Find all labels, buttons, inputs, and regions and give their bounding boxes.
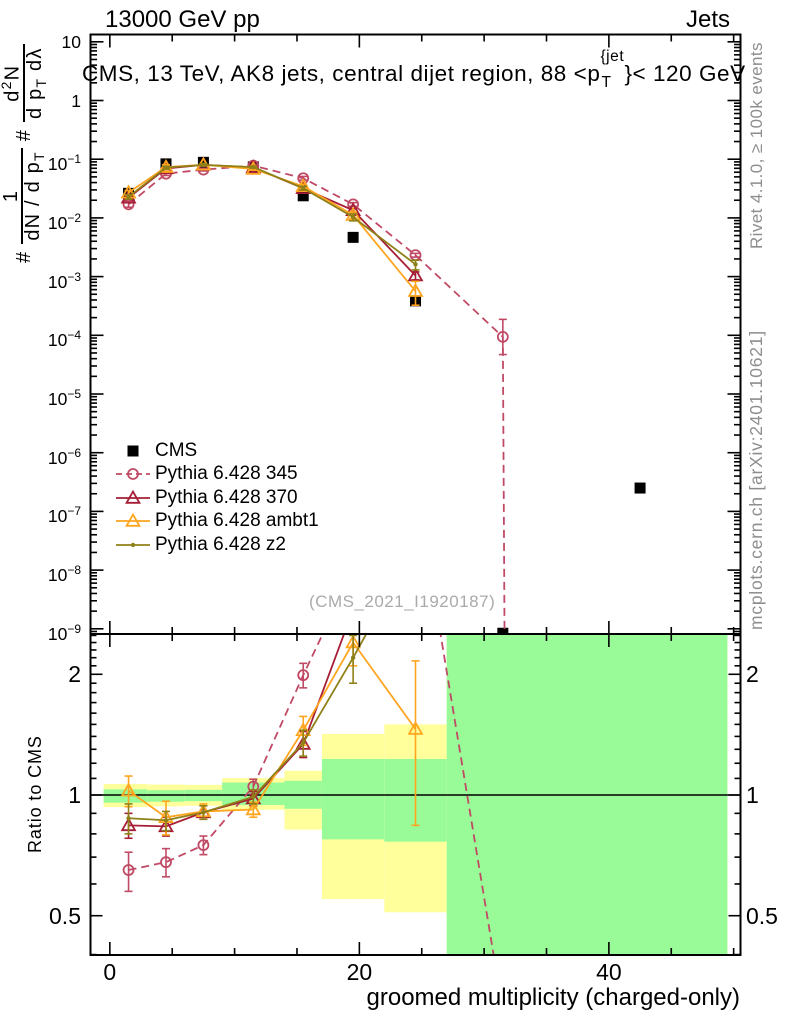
main-y-tick-label: 10−4 <box>47 328 81 351</box>
legend-icon-dot <box>116 542 150 547</box>
main-y-tick-label: 10−2 <box>47 210 81 233</box>
y-title-hash-1: # <box>12 250 35 263</box>
ratio-series-pythia-6-428-z2 <box>124 634 368 835</box>
ratio-y-tick-label-right: 0.5 <box>746 902 778 929</box>
main-series-pythia-6-428-345 <box>122 159 509 634</box>
annotation-prefix: CMS, 13 TeV, AK8 jets, central dijet reg… <box>82 61 601 86</box>
ratio-y-tick-label-left: 0.5 <box>49 902 81 929</box>
ratio-y-tick-label-right: 2 <box>746 661 759 688</box>
x-tick-label: 0 <box>103 959 117 985</box>
main-series-cms <box>123 156 646 634</box>
legend-icon-square <box>127 445 139 457</box>
credit-rivet: Rivet 4.1.0, ≥ 100k events <box>747 42 766 249</box>
legend-label: Pythia 6.428 345 <box>155 463 298 485</box>
x-axis-title: groomed multiplicity (charged-only) <box>366 984 740 1011</box>
watermark: (CMS_2021_I1920187) <box>309 592 496 611</box>
y-title-hash-2: # <box>12 128 35 142</box>
ratio-y-tick-label-left: 2 <box>68 661 81 688</box>
ratio-panel-series <box>120 634 495 955</box>
main-panel-series <box>120 156 646 634</box>
main-y-tick-label: 10−8 <box>47 563 81 585</box>
category-title: Jets <box>685 6 730 33</box>
axes-frame <box>89 33 742 956</box>
legend-icon-triangle <box>116 489 150 504</box>
main-y-tick-label: 10 <box>61 31 81 52</box>
band-inner <box>147 790 185 802</box>
legend-item: Pythia 6.428 370 <box>114 486 319 510</box>
main-y-tick-label: 10−7 <box>47 504 81 527</box>
legend-label: Pythia 6.428 ambt1 <box>155 510 319 532</box>
main-series-pythia-6-428-ambt1 <box>120 156 424 307</box>
legend-label: CMS <box>155 439 198 461</box>
main-y-tick-label: 10−1 <box>47 152 81 175</box>
main-y-tick-label: 10−5 <box>47 387 81 409</box>
band-inner <box>321 758 385 840</box>
main-series-pythia-6-428-z2 <box>124 162 420 271</box>
x-tick-label: 20 <box>346 959 373 985</box>
legend-label: Pythia 6.428 370 <box>155 486 298 508</box>
legend-label: Pythia 6.428 z2 <box>155 533 286 555</box>
legend-item: CMS <box>114 439 319 463</box>
main-y-tick-label: 10−9 <box>47 621 81 644</box>
main-y-tick-label: 10−3 <box>47 269 81 292</box>
legend-item: Pythia 6.428 ambt1 <box>114 510 319 534</box>
legend-item: Pythia 6.428 345 <box>114 463 319 487</box>
analysis-annotation: CMS, 13 TeV, AK8 jets, central dijet reg… <box>82 48 746 91</box>
annotation-pt-stack: {jet T <box>600 48 624 91</box>
main-y-tick-label: 1 <box>71 90 81 111</box>
beam-title: 13000 GeV pp <box>105 6 260 33</box>
main-series-pythia-6-428-370 <box>120 156 424 282</box>
credit-mcplots: mcplots.cern.ch [arXiv:2401.10621] <box>746 330 766 630</box>
annotation-superscript: {jet <box>600 48 625 65</box>
ratio-y-tick-label-right: 1 <box>746 782 759 808</box>
annotation-subscript: T <box>601 74 612 91</box>
legend-icon-triangle <box>116 513 150 527</box>
legend-item: Pythia 6.428 z2 <box>114 533 319 557</box>
annotation-suffix: }< 120 GeV <box>624 61 746 86</box>
legend: CMS Pythia 6.428 345 Pythia 6.428 370 Pythi… <box>114 439 319 557</box>
main-y-tick-label: 10−6 <box>47 445 81 468</box>
legend-icon-circle <box>116 468 150 481</box>
x-tick-label: 40 <box>596 959 622 985</box>
ratio-y-tick-label-left: 1 <box>68 782 81 808</box>
